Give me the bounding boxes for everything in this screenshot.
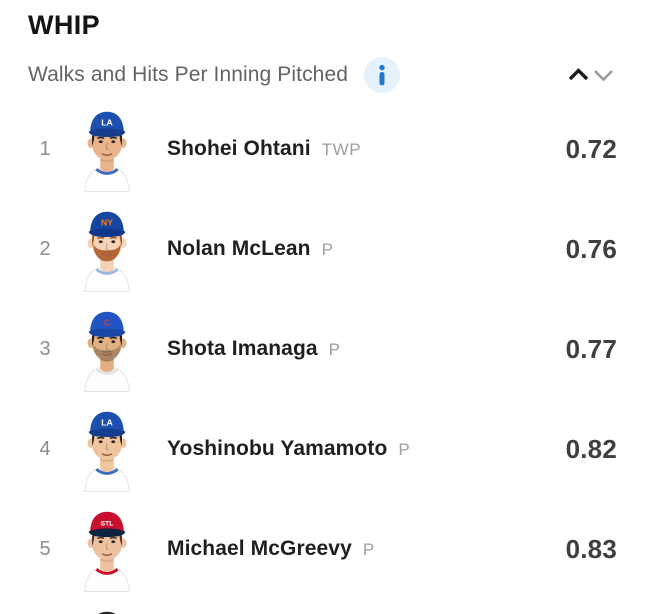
svg-text:LA: LA <box>101 117 113 127</box>
svg-text:C: C <box>104 317 111 327</box>
rank-label: 4 <box>39 437 51 460</box>
stat-value: 0.72 <box>565 133 617 164</box>
stat-description: Walks and Hits Per Inning Pitched <box>28 63 349 86</box>
player-headshot <box>78 606 136 614</box>
rank-label: 1 <box>39 137 51 160</box>
stat-value: 0.83 <box>565 533 617 564</box>
list-item[interactable]: 1 LA Shohei Ohtani TWP 0.72 <box>0 99 650 199</box>
player-name: Nolan McLean <box>167 237 311 260</box>
leaderboard-list: 1 LA Shohei Ohtani TWP 0.72 2 <box>0 99 650 614</box>
player-name-group: Nolan McLean P <box>167 237 334 261</box>
list-item[interactable]: 3 C Shota Imanaga P 0.77 <box>0 299 650 399</box>
stat-value: 0.82 <box>565 433 617 464</box>
sort-descending-icon[interactable] <box>591 65 616 85</box>
player-name: Yoshinobu Yamamoto <box>167 437 388 460</box>
player-headshot: STL <box>78 506 136 592</box>
player-name-group: Michael McGreevy P <box>167 537 375 561</box>
rank-label: 2 <box>39 237 51 260</box>
list-item[interactable]: 4 LA Yoshinobu Yamamoto P 0.82 <box>0 399 650 499</box>
stat-value: 0.76 <box>565 233 617 264</box>
page-title: WHIP <box>28 10 101 40</box>
player-name-group: Shohei Ohtani TWP <box>167 137 361 161</box>
stat-subheader: Walks and Hits Per Inning Pitched <box>0 41 650 95</box>
rank-label: 5 <box>39 537 51 560</box>
player-headshot: LA <box>78 106 136 192</box>
position-tag: P <box>398 440 411 459</box>
svg-text:STL: STL <box>101 520 114 527</box>
position-tag: P <box>362 540 375 559</box>
stat-value: 0.77 <box>565 333 617 364</box>
player-name: Michael McGreevy <box>167 537 352 560</box>
list-item[interactable]: 2 NY Nolan McLean P 0.76 <box>0 199 650 299</box>
position-tag: P <box>321 240 334 259</box>
player-headshot: LA <box>78 406 136 492</box>
list-item-partial[interactable] <box>0 599 650 614</box>
player-name-group: Shota Imanaga P <box>167 337 341 361</box>
sort-control <box>566 65 616 85</box>
svg-text:LA: LA <box>101 417 113 427</box>
position-tag: P <box>328 340 341 359</box>
svg-text:NY: NY <box>101 217 113 227</box>
list-item[interactable]: 5 STL Michael McGreevy P 0.83 <box>0 499 650 599</box>
player-headshot: NY <box>78 206 136 292</box>
sort-ascending-icon[interactable] <box>566 65 591 85</box>
position-tag: TWP <box>321 140 362 159</box>
info-icon[interactable] <box>364 57 401 93</box>
player-name-group: Yoshinobu Yamamoto P <box>167 437 410 461</box>
player-name: Shohei Ohtani <box>167 137 311 160</box>
player-headshot: C <box>78 306 136 392</box>
player-name: Shota Imanaga <box>167 337 318 360</box>
rank-label: 3 <box>39 337 51 360</box>
